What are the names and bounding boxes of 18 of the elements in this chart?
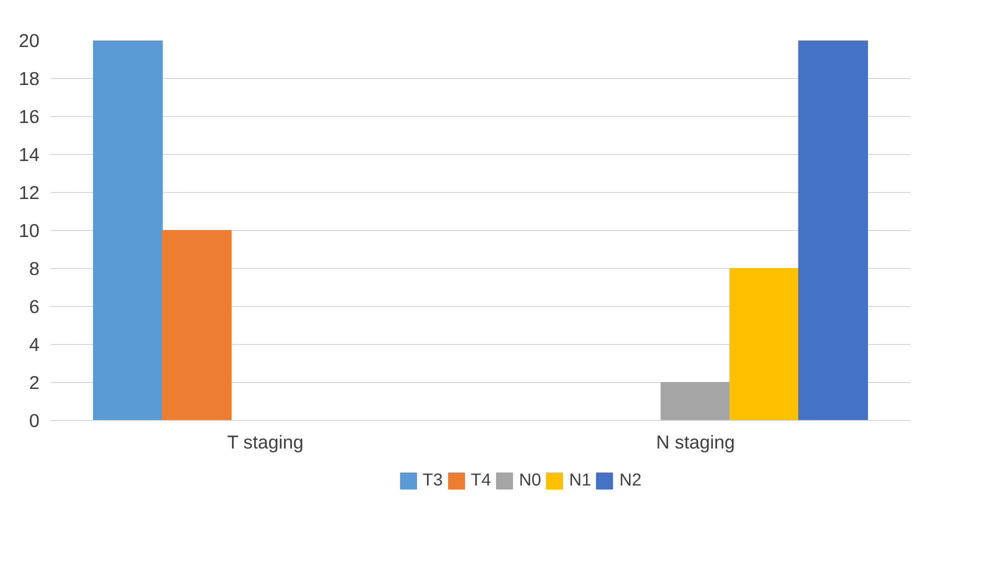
y-tick-label: 16 bbox=[18, 106, 40, 127]
y-tick-label: 18 bbox=[18, 68, 40, 89]
legend-label: N0 bbox=[519, 470, 542, 490]
legend-label: N1 bbox=[569, 470, 592, 490]
y-tick-label: 2 bbox=[29, 372, 40, 393]
legend-label: T4 bbox=[470, 470, 491, 490]
y-tick-label: 12 bbox=[18, 182, 40, 203]
y-tick-label: 10 bbox=[18, 220, 40, 241]
y-tick-label: 6 bbox=[29, 296, 40, 317]
x-tick-label: N staging bbox=[656, 432, 735, 452]
y-tick-label: 4 bbox=[29, 334, 40, 355]
legend-label: N2 bbox=[619, 470, 642, 490]
y-tick-label: 0 bbox=[29, 410, 40, 431]
y-tick-label: 8 bbox=[29, 258, 40, 279]
x-tick-label: T staging bbox=[227, 432, 304, 452]
y-tick-label: 20 bbox=[18, 30, 40, 51]
legend-label: T3 bbox=[422, 470, 443, 490]
y-tick-label: 14 bbox=[18, 144, 40, 165]
